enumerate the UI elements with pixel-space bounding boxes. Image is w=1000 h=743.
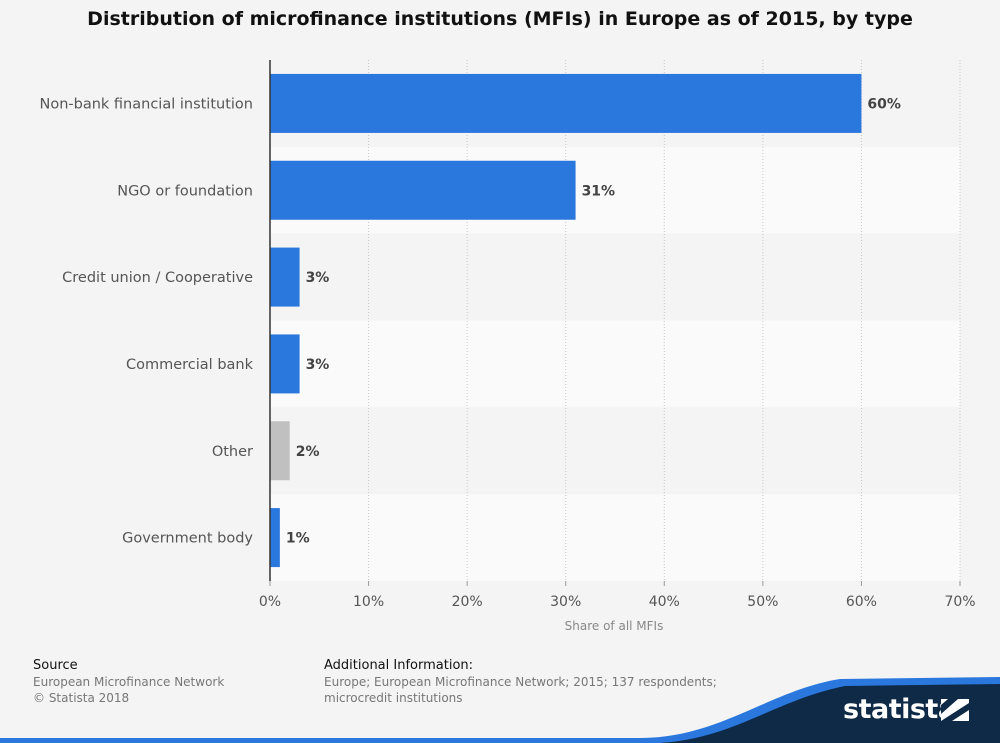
row-band — [270, 407, 960, 495]
bar[interactable] — [270, 247, 300, 307]
value-label: 2% — [296, 444, 320, 460]
x-tick-label: 60% — [846, 594, 877, 610]
category-label: Commercial bank — [126, 357, 254, 373]
source-line[interactable]: European Microfinance Network — [33, 675, 225, 689]
chart-title: Distribution of microfinance institution… — [87, 8, 913, 30]
copyright-line: © Statista 2018 — [33, 691, 130, 705]
source-block: Source European Microfinance Network © S… — [33, 658, 224, 706]
x-axis-title: Share of all MFIs — [565, 619, 664, 633]
additional-info-line: microcredit institutions — [324, 691, 463, 705]
bar[interactable] — [270, 73, 862, 133]
x-tick-label: 50% — [747, 594, 778, 610]
value-label: 1% — [286, 531, 310, 547]
statista-logo-icon — [941, 699, 969, 721]
value-label: 3% — [306, 357, 330, 373]
row-band — [270, 494, 960, 581]
value-label: 3% — [306, 270, 330, 286]
category-label: Non-bank financial institution — [40, 96, 254, 112]
bar[interactable] — [270, 421, 290, 481]
statista-logo[interactable]: statista — [843, 694, 956, 725]
additional-info-line: Europe; European Microfinance Network; 2… — [324, 675, 717, 689]
x-tick-label: 20% — [452, 594, 483, 610]
category-label: Credit union / Cooperative — [62, 270, 253, 286]
bar-chart: Non-bank financial institution 60% NGO or … — [40, 60, 976, 633]
bar[interactable] — [270, 334, 300, 394]
x-tick-label: 10% — [353, 594, 384, 610]
x-tick-label: 70% — [944, 594, 975, 610]
value-label: 31% — [582, 183, 616, 199]
source-heading: Source — [33, 658, 78, 673]
x-tick-label: 30% — [550, 594, 581, 610]
row-band — [270, 320, 960, 408]
category-label: Government body — [122, 531, 253, 547]
x-tick-label: 40% — [649, 594, 680, 610]
additional-info-block: Additional Information: Europe; European… — [324, 658, 744, 706]
value-label: 60% — [867, 96, 901, 112]
bar[interactable] — [270, 508, 280, 568]
x-tick-label: 0% — [259, 594, 281, 610]
bar[interactable] — [270, 160, 576, 220]
row-band — [270, 233, 960, 321]
additional-info-heading: Additional Information: — [324, 658, 474, 673]
category-label: Other — [212, 444, 253, 460]
category-label: NGO or foundation — [117, 183, 253, 199]
